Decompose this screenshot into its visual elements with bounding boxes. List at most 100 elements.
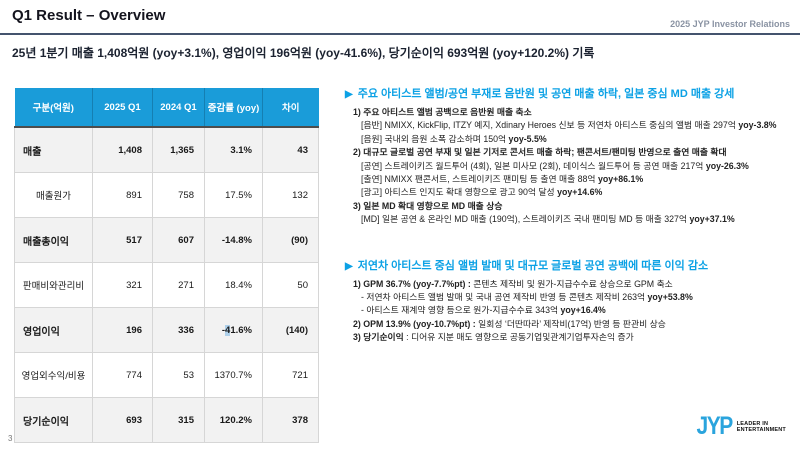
table-row: 매출 1,408 1,365 3.1% 43 — [14, 126, 319, 173]
cell-value: 517 — [92, 217, 153, 263]
commentary-line: [음반] NMIXX, KickFlip, ITZY 예지, Xdinary H… — [345, 119, 797, 132]
emphasis-text: yoy-26.3% — [705, 160, 749, 171]
cell-value: 336 — [152, 307, 205, 353]
body-text: 일회성 ‘더딴따라’ 제작비(17억) 반영 등 판관비 상승 — [478, 318, 666, 329]
body-text: [음반] NMIXX, KickFlip, ITZY 예지, Xdinary H… — [361, 120, 739, 131]
column-header: 2025 Q1 — [92, 88, 153, 127]
cell-value: 721 — [262, 352, 319, 398]
commentary-line: 3) 일본 MD 확대 영향으로 MD 매출 상승 — [345, 200, 797, 213]
cell-value: 891 — [92, 172, 153, 218]
section-heading: ▶ 주요 아티스트 앨범/공연 부재로 음반원 및 공연 매출 하락, 일본 중심… — [345, 86, 797, 103]
cell-value: 18.4% — [204, 262, 263, 308]
commentary-panel: ▶ 주요 아티스트 앨범/공연 부재로 음반원 및 공연 매출 하락, 일본 중심… — [345, 86, 797, 376]
jyp-logo-tagline: LEADER IN ENTERTAINMENT — [736, 420, 786, 434]
emphasis-text: yoy+53.8% — [647, 292, 693, 303]
commentary-line: 3) 당기순이익 : 디어유 지분 매도 영향으로 공동기업및관계기업투자손익 … — [345, 331, 797, 344]
emphasis-text: 3) 당기순이익 — [353, 332, 404, 343]
table-row: 매출총이익 517 607 -14.8% (90) — [14, 217, 319, 263]
result-summary-subtitle: 25년 1분기 매출 1,408억원 (yoy+3.1%), 영업이익 196억… — [12, 46, 595, 60]
cell-value: 1,408 — [92, 126, 153, 173]
selection-highlight: 4 — [225, 324, 231, 336]
body-text: [MD] 일본 공연 & 온라인 MD 매출 (190억), 스트레이키즈 국내… — [361, 214, 690, 225]
body-text: [출연] NMIXX 팬콘서트, 스트레이키즈 팬미팅 등 출연 매출 88억 — [361, 174, 598, 185]
body-text: - 아티스트 재계약 영향 등으로 원가-지급수수료 343억 — [361, 305, 561, 316]
jyp-logo: JYP LEADER IN ENTERTAINMENT — [696, 412, 786, 440]
table-row: 판매비와관리비 321 271 18.4% 50 — [14, 262, 319, 308]
triangle-bullet-icon: ▶ — [345, 260, 353, 272]
table-row: 영업이익 196 336 -41.6% (140) — [14, 307, 319, 353]
commentary-line: [음원] 국내외 음원 소폭 감소하며 150억 yoy-5.5% — [345, 133, 797, 146]
row-label: 당기순이익 — [14, 397, 93, 443]
body-text: - 저연차 아티스트 앨범 발매 및 국내 공연 제작비 반영 등 콘텐츠 제작… — [361, 292, 648, 303]
cell-value: 43 — [262, 126, 319, 173]
emphasis-text: yoy-3.8% — [738, 120, 777, 131]
body-text: 콘텐츠 제작비 및 원가-지급수수료 상승으로 GPM 축소 — [473, 278, 673, 289]
cell-value: (140) — [262, 307, 319, 353]
emphasis-text: 3) 일본 MD 확대 영향으로 MD 매출 상승 — [353, 200, 503, 211]
commentary-line: [공연] 스트레이키즈 월드투어 (4회), 일본 미사모 (2회), 데이식스… — [345, 160, 797, 173]
body-text: [공연] 스트레이키즈 월드투어 (4회), 일본 미사모 (2회), 데이식스… — [361, 160, 706, 171]
table-row: 매출원가 891 758 17.5% 132 — [14, 172, 319, 218]
column-header: 2024 Q1 — [152, 88, 205, 127]
cell-value: 120.2% — [204, 397, 263, 443]
section-heading: ▶ 저연차 아티스트 중심 앨범 발매 및 대규모 글로벌 공연 공백에 따른 이… — [345, 258, 797, 275]
commentary-line: 1) 주요 아티스트 앨범 공백으로 음반원 매출 축소 — [345, 106, 797, 119]
row-label: 영업외수익/비용 — [14, 352, 93, 398]
commentary-line: - 아티스트 재계약 영향 등으로 원가-지급수수료 343억 yoy+16.4… — [345, 304, 797, 317]
cell-value: 378 — [262, 397, 319, 443]
cell-value: 196 — [92, 307, 153, 353]
column-header: 구분(억원) — [14, 88, 93, 127]
cell-value: 271 — [152, 262, 205, 308]
page-number: 3 — [8, 434, 13, 443]
cell-value: 774 — [92, 352, 153, 398]
title-divider — [0, 33, 800, 35]
cell-value: 321 — [92, 262, 153, 308]
cell-value: 1,365 — [152, 126, 205, 173]
commentary-line: 2) 대규모 글로벌 공연 부재 및 일본 기저로 콘서트 매출 하락; 팬콘서… — [345, 146, 797, 159]
commentary-line: [광고] 아티스트 인지도 확대 영향으로 광고 90억 달성 yoy+14.6… — [345, 186, 797, 199]
cell-value: -14.8% — [204, 217, 263, 263]
header-row: 구분(억원) 2025 Q1 2024 Q1 증감률 (yoy) 차이 — [14, 88, 319, 127]
investor-relations-label: 2025 JYP Investor Relations — [670, 19, 790, 29]
cell-value: -41.6% — [204, 307, 263, 353]
cell-value: 50 — [262, 262, 319, 308]
emphasis-text: yoy+14.6% — [557, 187, 603, 198]
page-title: Q1 Result – Overview — [12, 7, 166, 24]
financial-table-header: 구분(억원) 2025 Q1 2024 Q1 증감률 (yoy) 차이 — [14, 88, 319, 127]
commentary-line: 2) OPM 13.9% (yoy-10.7%pt) : 일회성 ‘더딴따라’ … — [345, 318, 797, 331]
cell-value: 758 — [152, 172, 205, 218]
commentary-section: ▶ 저연차 아티스트 중심 앨범 발매 및 대규모 글로벌 공연 공백에 따른 이… — [345, 258, 797, 345]
column-header: 증감률 (yoy) — [204, 88, 263, 127]
row-label: 매출총이익 — [14, 217, 93, 263]
emphasis-text: 1) 주요 아티스트 앨범 공백으로 음반원 매출 축소 — [353, 107, 532, 117]
cell-value: 315 — [152, 397, 205, 443]
cell-value: 53 — [152, 352, 205, 398]
cell-value: (90) — [262, 217, 319, 263]
emphasis-text: yoy+86.1% — [597, 174, 644, 185]
emphasis-text: yoy+16.4% — [560, 305, 606, 316]
cell-value: 132 — [262, 172, 319, 218]
table-row: 영업외수익/비용 774 53 1370.7% 721 — [14, 352, 319, 398]
commentary-line: - 저연차 아티스트 앨범 발매 및 국내 공연 제작비 반영 등 콘텐츠 제작… — [345, 291, 797, 304]
emphasis-text: 2) 대규모 글로벌 공연 부재 및 일본 기저로 콘서트 매출 하락; 팬콘서… — [353, 147, 727, 158]
row-label: 매출 — [14, 126, 93, 173]
row-label: 판매비와관리비 — [14, 262, 93, 308]
row-label: 매출원가 — [14, 172, 93, 218]
financial-table-body: 매출 1,408 1,365 3.1% 43 매출원가 891 758 17.5% 132 매출총이… — [14, 126, 319, 443]
body-text: : 디어유 지분 매도 영향으로 공동기업및관계기업투자손익 증가 — [403, 332, 634, 343]
section-heading-text: 주요 아티스트 앨범/공연 부재로 음반원 및 공연 매출 하락, 일본 중심 … — [357, 88, 735, 100]
cell-value: 693 — [92, 397, 153, 443]
cell-value: 1370.7% — [204, 352, 263, 398]
emphasis-text: 1) GPM 36.7% (yoy-7.7%pt) : — [353, 278, 474, 289]
emphasis-text: 2) OPM 13.9% (yoy-10.7%pt) : — [353, 318, 479, 329]
jyp-logo-text: JYP — [696, 412, 734, 440]
commentary-line: [출연] NMIXX 팬콘서트, 스트레이키즈 팬미팅 등 출연 매출 88억 … — [345, 173, 797, 186]
commentary-line: [MD] 일본 공연 & 온라인 MD 매출 (190억), 스트레이키즈 국내… — [345, 213, 797, 226]
commentary-section: ▶ 주요 아티스트 앨범/공연 부재로 음반원 및 공연 매출 하락, 일본 중심… — [345, 86, 797, 227]
column-header: 차이 — [262, 88, 319, 127]
body-text: [광고] 아티스트 인지도 확대 영향으로 광고 90억 달성 — [361, 187, 558, 198]
row-label: 영업이익 — [14, 307, 93, 353]
emphasis-text: yoy+37.1% — [689, 214, 735, 225]
emphasis-text: yoy-5.5% — [508, 133, 547, 144]
